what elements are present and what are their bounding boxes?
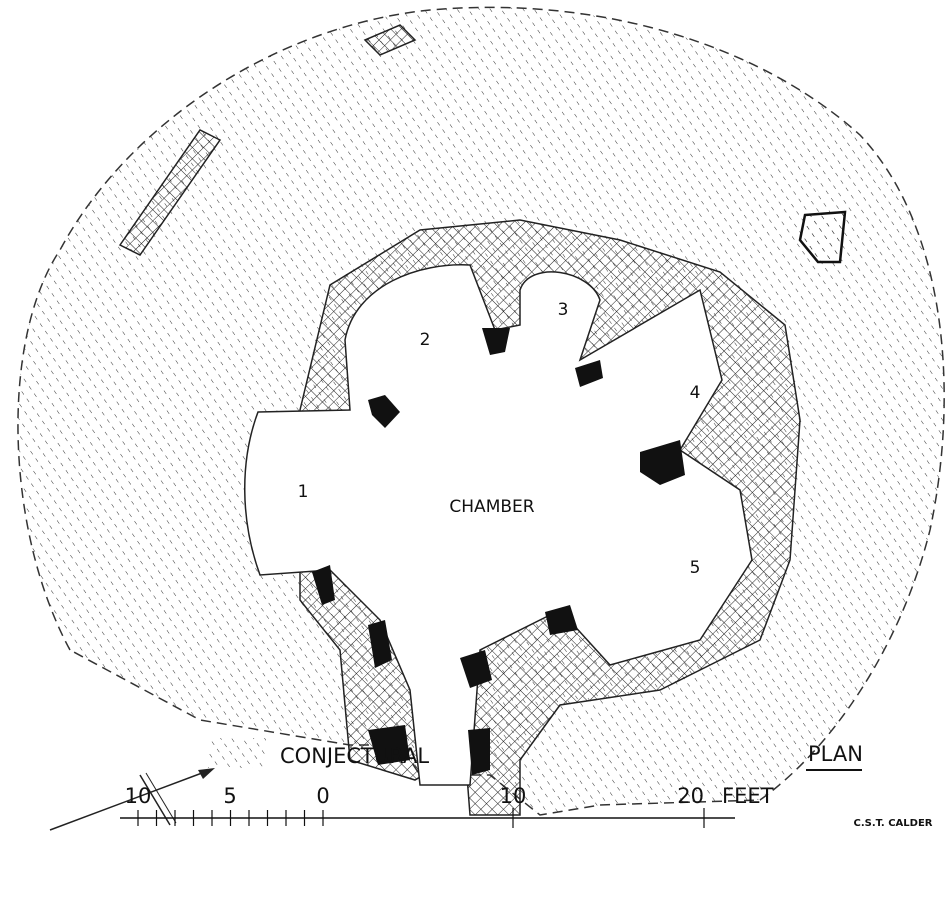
page: 1 2 3 4 5 CHAMBER CONJECTURAL PLAN 10 5 0 1…	[0, 0, 952, 916]
recess-label: 3	[558, 300, 569, 320]
scale-label: 5	[223, 784, 236, 808]
legend-swatch	[208, 738, 266, 768]
recess-label: 4	[690, 383, 701, 403]
scale-label: 0	[316, 784, 329, 808]
recess-label: 2	[420, 330, 431, 350]
scale-label: 10	[125, 784, 152, 808]
scale-label: 20	[677, 784, 704, 808]
scale-label: 10	[500, 784, 527, 808]
recess-label: 5	[690, 558, 701, 578]
plan-drawing: 1 2 3 4 5 CHAMBER CONJECTURAL PLAN 10 5 0 1…	[0, 0, 952, 916]
legend-label: CONJECTURAL	[280, 744, 429, 768]
chamber-label: CHAMBER	[449, 497, 534, 517]
title: PLAN	[808, 742, 863, 766]
arrow-head	[198, 768, 215, 779]
recess-label: 1	[298, 482, 309, 502]
credit: C.S.T. CALDER	[853, 818, 932, 829]
scale-unit: FEET	[722, 784, 774, 808]
